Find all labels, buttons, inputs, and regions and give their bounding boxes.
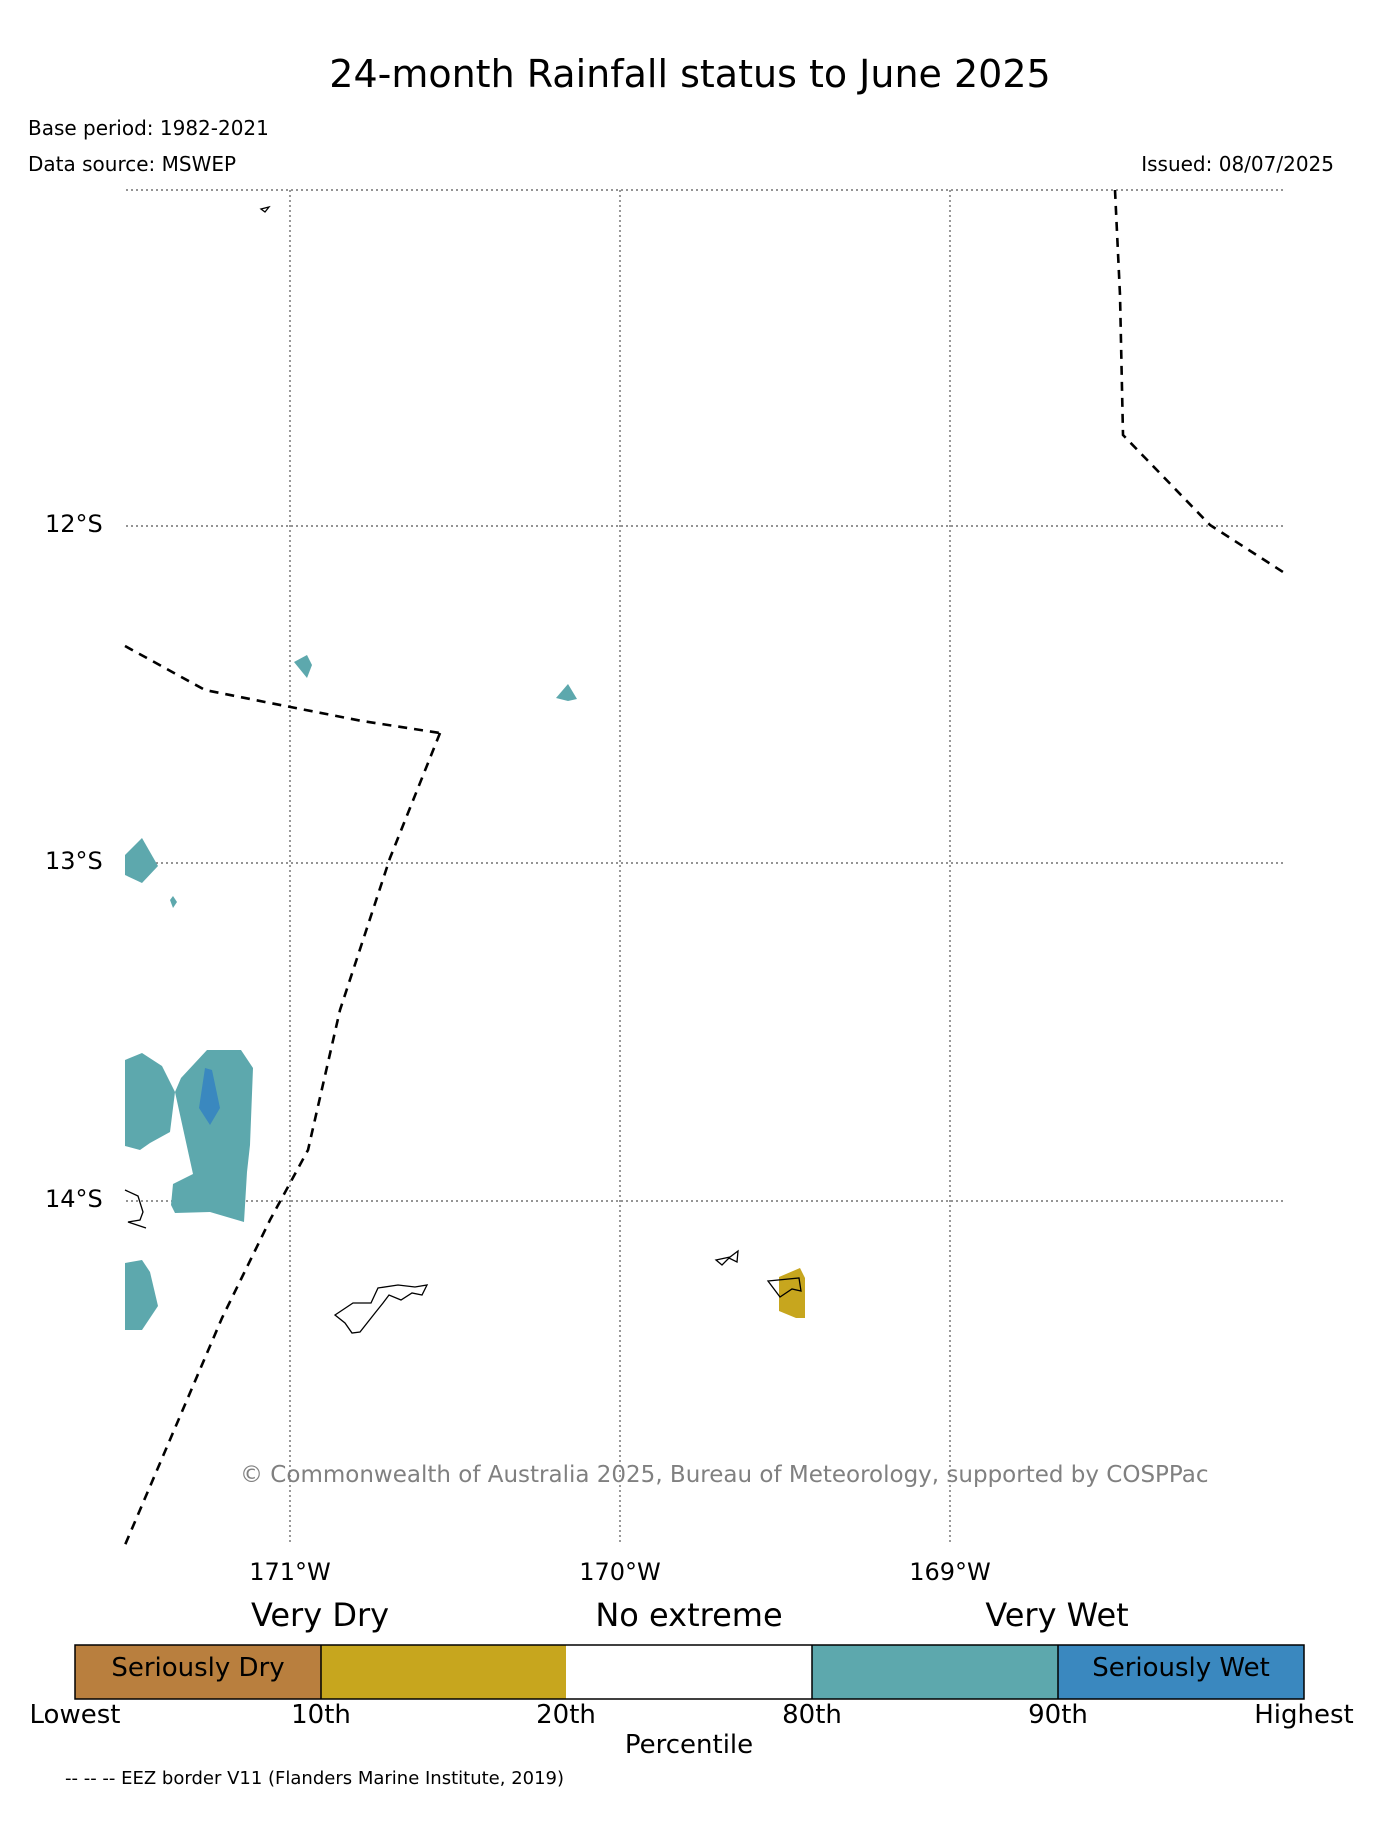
very-wet-region bbox=[125, 1260, 158, 1330]
island-outline bbox=[714, 1249, 739, 1266]
island-outline bbox=[259, 205, 271, 213]
island-outline bbox=[766, 1277, 802, 1298]
lon-label-169w: 169°W bbox=[909, 1558, 991, 1586]
eez-borders bbox=[123, 189, 1284, 1546]
very-wet-region bbox=[294, 655, 312, 678]
very-wet-region bbox=[556, 684, 577, 701]
legend-tick-highest: Highest bbox=[1254, 1700, 1354, 1730]
seriously-wet-region bbox=[199, 1068, 220, 1125]
data-source: Data source: MSWEP bbox=[28, 152, 237, 176]
copyright-notice: © Commonwealth of Australia 2025, Bureau… bbox=[240, 1462, 1209, 1488]
very-wet-region bbox=[170, 896, 177, 908]
lon-label-171w: 171°W bbox=[249, 1558, 331, 1586]
legend-axis-title: Percentile bbox=[624, 1730, 754, 1760]
legend-tick-lowest: Lowest bbox=[29, 1700, 121, 1730]
island-outline bbox=[333, 1284, 429, 1334]
very-dry-region bbox=[779, 1268, 805, 1318]
issued-date: Issued: 08/07/2025 bbox=[1141, 152, 1334, 176]
very-wet-region bbox=[125, 1053, 175, 1150]
eez-border bbox=[124, 644, 441, 735]
eez-border-note: -- -- -- EEZ border V11 (Flanders Marine… bbox=[65, 1768, 565, 1789]
legend-category-very-wet: Very Wet bbox=[985, 1596, 1129, 1634]
base-period: Base period: 1982-2021 bbox=[28, 116, 269, 140]
map-gridlines bbox=[126, 189, 1283, 1545]
lat-label-13s: 13°S bbox=[45, 847, 103, 875]
legend-tick-80th: 80th bbox=[782, 1700, 842, 1730]
eez-border bbox=[123, 732, 442, 1546]
very-wet-region bbox=[125, 838, 158, 883]
legend-tick-20th: 20th bbox=[536, 1700, 596, 1730]
legend-label-seriously-wet: Seriously Wet bbox=[1092, 1653, 1270, 1683]
island-outline bbox=[124, 1189, 147, 1229]
very-wet-region bbox=[171, 1050, 253, 1222]
legend-category-very-dry: Very Dry bbox=[250, 1596, 390, 1634]
coastlines bbox=[124, 205, 802, 1334]
legend-category-no-extreme: No extreme bbox=[595, 1596, 783, 1634]
legend-tick-10th: 10th bbox=[291, 1700, 351, 1730]
map-title: 24-month Rainfall status to June 2025 bbox=[329, 52, 1051, 96]
lon-label-170w: 170°W bbox=[579, 1558, 661, 1586]
rainfall-regions bbox=[125, 655, 805, 1330]
eez-border bbox=[1113, 189, 1284, 574]
lat-label-12s: 12°S bbox=[45, 510, 103, 538]
legend-label-seriously-dry: Seriously Dry bbox=[111, 1653, 285, 1683]
legend-tick-90th: 90th bbox=[1028, 1700, 1088, 1730]
lat-label-14s: 14°S bbox=[45, 1185, 103, 1213]
